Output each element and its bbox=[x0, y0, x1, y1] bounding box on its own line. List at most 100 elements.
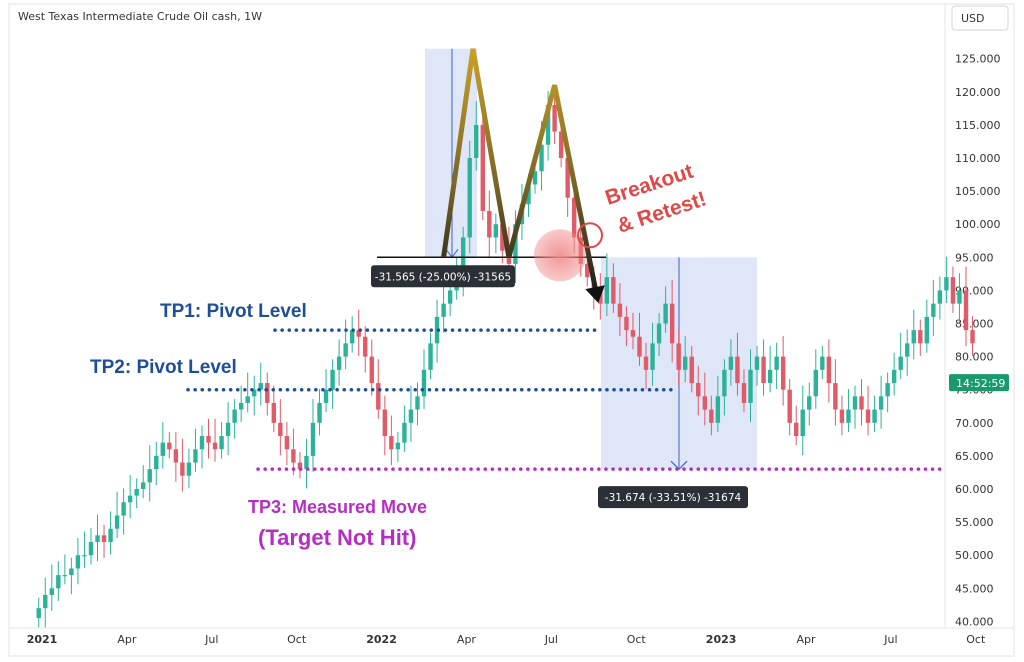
price-tick-label: 70.000 bbox=[955, 417, 994, 430]
candle-body bbox=[696, 383, 701, 397]
candle-body bbox=[924, 316, 930, 344]
candle-body bbox=[918, 330, 923, 344]
price-tick-label: 110.000 bbox=[955, 152, 1001, 165]
candle-body bbox=[741, 383, 747, 403]
candle-body bbox=[382, 409, 388, 437]
candle-body bbox=[944, 277, 949, 291]
time-tick-label: Apr bbox=[457, 633, 477, 646]
candle-body bbox=[82, 555, 87, 557]
candle-body bbox=[447, 290, 453, 304]
candle-body bbox=[271, 402, 277, 423]
candle-body bbox=[421, 369, 427, 397]
candle-body bbox=[833, 383, 838, 410]
price-tick-label: 50.000 bbox=[955, 549, 994, 562]
time-tick-label: Apr bbox=[117, 633, 137, 646]
candle-body bbox=[127, 495, 133, 503]
zigzag-arrowhead bbox=[585, 285, 605, 303]
candle-body bbox=[336, 356, 342, 370]
candle-body bbox=[415, 396, 420, 410]
candle-body bbox=[474, 124, 479, 158]
measure-label-bottom-bg bbox=[598, 486, 748, 509]
candle-body bbox=[859, 396, 864, 410]
target-not-hit-label: (Target Not Hit) bbox=[258, 525, 416, 550]
candle-body bbox=[154, 455, 159, 470]
candle-body bbox=[656, 323, 662, 344]
tp2-label: TP2: Pivot Level bbox=[90, 357, 237, 378]
candle-body bbox=[304, 455, 309, 470]
candle-body bbox=[663, 303, 668, 324]
current-price-label: 14:52:59 bbox=[956, 377, 1005, 390]
candle-body bbox=[284, 436, 290, 450]
candle-body bbox=[826, 356, 832, 384]
candle-body bbox=[794, 422, 799, 437]
tp1-label: TP1: Pivot Level bbox=[160, 301, 307, 322]
candle-body bbox=[62, 575, 68, 577]
candle-body bbox=[69, 568, 74, 576]
candle-body bbox=[43, 594, 48, 609]
price-tick-label: 120.000 bbox=[955, 86, 1001, 99]
candle-body bbox=[493, 224, 499, 238]
price-axis: 125.000 120.000 115.000 110.000 105.000 100.0… bbox=[955, 53, 1001, 629]
candle-body bbox=[36, 608, 41, 619]
candle-body bbox=[291, 449, 296, 463]
time-tick-label: Oct bbox=[966, 633, 986, 646]
candle-body bbox=[865, 409, 871, 423]
candle-body bbox=[317, 402, 322, 423]
candle-body bbox=[650, 343, 655, 370]
time-tick-label: Oct bbox=[287, 633, 307, 646]
time-tick-label: Oct bbox=[627, 633, 647, 646]
candle-body bbox=[225, 422, 231, 437]
candle-body bbox=[532, 171, 538, 185]
candle-body bbox=[891, 369, 897, 384]
candle-body bbox=[330, 369, 335, 390]
candle-body bbox=[500, 224, 505, 251]
price-tick-label: 80.000 bbox=[955, 351, 994, 364]
price-tick-label: 40.000 bbox=[955, 615, 994, 628]
candle-body bbox=[643, 356, 649, 370]
candle-body bbox=[852, 396, 858, 410]
candle-body bbox=[428, 343, 433, 370]
candle-body bbox=[761, 356, 766, 384]
time-tick-label: Jul bbox=[544, 633, 558, 646]
candle-body bbox=[957, 290, 962, 304]
candle-body bbox=[343, 343, 348, 357]
time-tick-label: 2022 bbox=[366, 633, 397, 646]
candle-body bbox=[970, 330, 975, 344]
currency-button[interactable] bbox=[951, 5, 1009, 31]
candle-body bbox=[683, 356, 688, 370]
candle-body bbox=[376, 383, 381, 410]
price-tick-label: 45.000 bbox=[955, 582, 994, 595]
time-axis: 2021 Apr Jul Oct 2022 Apr Jul Oct 2023 Apr Jul Oct bbox=[27, 633, 986, 646]
price-tick-label: 100.000 bbox=[955, 218, 1001, 231]
price-tick-label: 60.000 bbox=[955, 483, 994, 496]
candle-body bbox=[709, 409, 714, 423]
candle-body bbox=[872, 409, 877, 423]
candle-body bbox=[585, 263, 590, 278]
time-tick-label: 2023 bbox=[706, 633, 737, 646]
candle-body bbox=[676, 343, 681, 370]
tp3-label: TP3: Measured Move bbox=[248, 497, 427, 517]
candle-body bbox=[238, 402, 244, 410]
candle-body bbox=[212, 442, 218, 450]
candle-body bbox=[206, 436, 211, 443]
candle-body bbox=[839, 409, 845, 423]
candle-body bbox=[558, 131, 564, 158]
candle-body bbox=[219, 436, 224, 450]
candle-body bbox=[349, 330, 355, 344]
candle-body bbox=[408, 409, 414, 423]
candle-body bbox=[898, 356, 903, 370]
candle-body bbox=[480, 124, 485, 211]
candle-body bbox=[114, 515, 120, 529]
candle-body bbox=[526, 184, 531, 205]
currency-label: USD bbox=[961, 12, 985, 25]
candles bbox=[36, 84, 975, 628]
candle-body bbox=[728, 356, 734, 370]
price-tick-label: 85.000 bbox=[955, 318, 994, 331]
candle-body bbox=[715, 396, 721, 423]
candle-body bbox=[199, 436, 205, 450]
candle-body bbox=[265, 383, 270, 403]
retest-highlight bbox=[534, 229, 586, 282]
candle-body bbox=[252, 389, 257, 397]
candle-body bbox=[565, 158, 570, 198]
